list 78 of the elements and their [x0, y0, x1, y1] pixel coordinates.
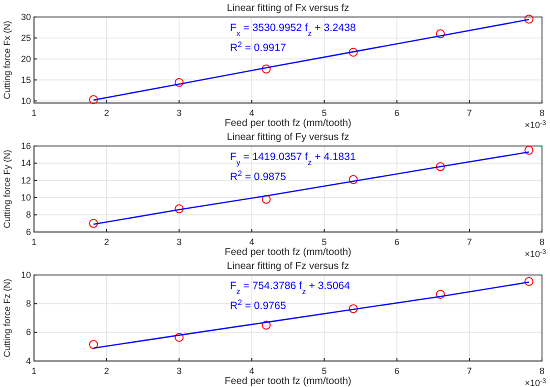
x-tick-label: 1	[31, 236, 37, 247]
point	[436, 290, 445, 299]
annotation: F$_{z}$ = 754.3786 f$_{z}$ + 3.5064	[230, 280, 350, 296]
x-tick-label: 3	[176, 366, 182, 376]
y-axis-title: Cutting force Fx (N)	[2, 20, 12, 100]
x-axis-title: Feed per tooth fz (mm/tooth)	[224, 376, 352, 387]
x-axis-title: Feed per tooth fz (mm/tooth)	[224, 247, 352, 258]
y-tick-label: 20	[20, 54, 31, 64]
y-tick-label: 30	[20, 12, 31, 22]
point	[262, 64, 271, 74]
x-tick-label: 6	[394, 366, 400, 376]
x-tick-label: 3	[176, 236, 182, 247]
x-tick-label: 7	[466, 108, 472, 118]
annotation: R$^{2}$ = 0.9765	[230, 298, 286, 312]
y-tick-label: 8	[26, 298, 31, 309]
x-tick-label: 2	[104, 366, 110, 376]
y-axis-title: Cutting force Fy (N)	[2, 150, 12, 228]
x-tick-label: 6	[394, 236, 400, 247]
x-tick-label: 1	[31, 366, 37, 376]
point	[174, 332, 184, 342]
line-series	[92, 151, 530, 225]
y-tick-label: 15	[20, 74, 31, 85]
y-tick-label: 6	[26, 226, 31, 237]
point	[348, 175, 358, 184]
x-tick-label: 3	[176, 108, 182, 118]
x-tick-label: 5	[322, 236, 327, 247]
y-tick-label: 10	[20, 192, 31, 202]
x-tick-label: 1	[31, 108, 37, 118]
x-tick-label: 5	[322, 108, 327, 118]
point	[524, 276, 534, 286]
point	[348, 48, 358, 57]
x-tick-label: 2	[104, 236, 110, 247]
y-tick-label: 12	[20, 175, 31, 186]
text: ×10$^{-3}$	[524, 248, 546, 259]
y-tick-label: 14	[20, 158, 31, 168]
x-tick-label: 2	[104, 108, 110, 118]
chart-title: Linear fitting of Fz versus fz	[226, 261, 350, 272]
annotation: R$^{2}$ = 0.9917	[230, 40, 286, 54]
y-tick-label: 8	[26, 210, 31, 220]
x-tick-label: 7	[466, 366, 472, 376]
x-tick-label: 6	[394, 108, 400, 118]
point	[89, 340, 98, 349]
x-tick-label: 5	[322, 366, 327, 376]
x-axis-title: Feed per tooth fz (mm/tooth)	[224, 118, 352, 129]
point	[262, 194, 271, 204]
y-tick-label: 6	[26, 327, 31, 338]
x-tick-label: 8	[539, 108, 545, 118]
x-tick-label: 4	[249, 366, 254, 376]
annotation: R$^{2}$ = 0.9875	[230, 168, 286, 183]
y-axis-title: Cutting force Fz (N)	[2, 278, 12, 358]
x-tick-label: 8	[539, 366, 545, 376]
x-tick-label: 7	[466, 236, 472, 247]
point	[89, 95, 98, 104]
annotation: F$_{x}$ = 3530.9952 f$_{z}$ + 3.2438	[230, 22, 356, 38]
point	[174, 78, 184, 87]
point	[262, 320, 271, 330]
point	[524, 146, 534, 155]
y-tick-label: 16	[20, 140, 31, 151]
line-series	[92, 282, 530, 349]
text: ×10$^{-3}$	[524, 120, 546, 130]
x-tick-label: 4	[249, 108, 254, 118]
line-series	[92, 18, 530, 101]
y-tick-label: 10	[20, 270, 31, 280]
point	[348, 304, 358, 314]
y-tick-label: 4	[26, 356, 31, 366]
text: ×10$^{-3}$	[524, 378, 546, 387]
y-tick-label: 25	[20, 32, 31, 43]
point	[436, 29, 445, 38]
point	[436, 162, 445, 172]
point	[174, 204, 184, 214]
annotation: F$_{y}$ = 1419.0357 f$_{z}$ + 4.1831	[230, 151, 356, 166]
point	[89, 218, 98, 228]
x-tick-label: 8	[539, 236, 545, 247]
chart-title: Linear fitting of Fy versus fz	[226, 132, 350, 143]
chart-title: Linear fitting of Fx versus fz	[226, 3, 350, 14]
point	[524, 14, 534, 24]
y-tick-label: 10	[20, 96, 31, 106]
x-tick-label: 4	[249, 236, 254, 247]
